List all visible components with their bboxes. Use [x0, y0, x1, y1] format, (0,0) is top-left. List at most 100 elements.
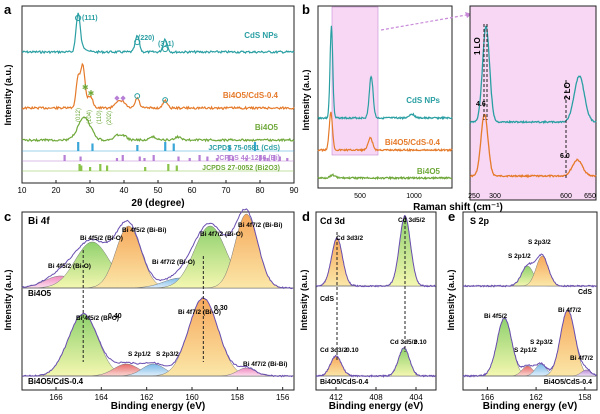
- ref-stick: [115, 158, 119, 161]
- ref-label-bi2o3: JCPDS 27-0052 (Bi2O3): [202, 165, 280, 172]
- xtick-label: 408: [369, 393, 383, 402]
- e-lbl-7: Bi 4f7/2: [570, 355, 594, 362]
- panel-e-letter: e: [448, 209, 455, 224]
- ref-stick: [138, 156, 141, 161]
- ref-stick: [198, 155, 201, 161]
- panel-b-ylabel: Intensity (a.u.): [301, 69, 311, 130]
- zoom-tick-650: 650: [584, 193, 596, 200]
- ref-stick: [63, 155, 66, 161]
- zoom-cds-curve: [469, 25, 597, 125]
- xrd-cds-curve: [21, 12, 295, 55]
- ref-stick: [175, 165, 178, 171]
- panel-a-ylabel: Intensity (a.u.): [3, 64, 13, 125]
- c-lbl-comp-2: S 2p1/2: [128, 351, 151, 358]
- raman-tick-500: 500: [354, 193, 366, 200]
- ref-stick: [78, 164, 81, 171]
- bi4f-bottom-fits: [21, 250, 294, 378]
- c-shift-040: 0.40: [108, 313, 122, 320]
- xtick-label: 412: [329, 393, 343, 402]
- xtick-label: 162: [140, 393, 154, 402]
- ref-stick: [227, 155, 230, 161]
- fit-component: [22, 213, 294, 289]
- ref-stick: [99, 164, 102, 171]
- c-lbl-bio-3: Bi 4f5/2 (Bi-Bi): [122, 227, 166, 234]
- ref-stick: [286, 158, 289, 161]
- bi4f-top-fits: [21, 208, 294, 290]
- peak-label-111: (111): [82, 15, 98, 22]
- ref-label-bi: JCPDS 44-1246 (Bi): [215, 155, 280, 162]
- ref-stick: [216, 158, 219, 161]
- s2p-fits: [462, 253, 598, 378]
- d-lbl-bot-1: Cd 3d3/2: [320, 347, 347, 354]
- ref-stick: [228, 145, 231, 151]
- panel-e-xticks: 166 162 158: [481, 387, 592, 402]
- panel-a-letter: a: [4, 2, 12, 17]
- bi-marker: ◆: [120, 95, 126, 102]
- panel-c-xlabel: Binding energy (eV): [111, 401, 205, 412]
- ref-stick: [266, 158, 269, 161]
- ref-stick: [259, 155, 262, 161]
- xtick-label: 164: [95, 393, 109, 402]
- panel-d: d Cd 3d Intensity (a.u.) Binding energy …: [299, 209, 437, 412]
- envelope: [21, 297, 294, 378]
- panel-e-ylabel: Intensity (a.u.): [446, 269, 456, 330]
- bi-label-012: (012): [76, 108, 82, 122]
- label-1lo: 1 LO: [473, 37, 482, 55]
- envelope: [462, 253, 597, 288]
- d-sample-top: CdS: [320, 296, 334, 303]
- ref-stick: [164, 142, 167, 151]
- xrd-composite-curve: [21, 62, 295, 111]
- xtick-label: 30: [86, 186, 95, 195]
- xtick-label: 156: [276, 393, 290, 402]
- ref-stick: [91, 143, 94, 151]
- panel-e-xlabel: Binding energy (eV): [483, 401, 577, 412]
- xtick-label: 166: [49, 393, 63, 402]
- raman-label-composite: Bi4O5/CdS-0.4: [385, 138, 441, 147]
- ref-stick: [106, 165, 109, 171]
- zoom-tick-600: 600: [560, 193, 572, 200]
- raman-bio-curve: [317, 173, 453, 181]
- zoom-arrow: [380, 13, 473, 31]
- panel-b-main-frame: [317, 5, 453, 189]
- xtick-label: 50: [154, 186, 163, 195]
- bi-label-202: (202): [107, 111, 113, 125]
- d-lbl-top-2: Cd 3d5/2: [398, 217, 425, 224]
- xtick-label: 10: [18, 186, 27, 195]
- ref-stick: [263, 156, 266, 161]
- cds-marker: [162, 45, 169, 53]
- xtick-label: 40: [120, 186, 129, 195]
- xtick-label: 60: [188, 186, 197, 195]
- c-lbl-bio-5: Bi 4f7/2 (Bi-O): [200, 231, 243, 238]
- envelope: [315, 346, 436, 378]
- ref-stick: [231, 156, 234, 161]
- peak-label-220: (220): [138, 35, 154, 42]
- panel-e-frame: [462, 211, 598, 391]
- bi2o3-marker: ✱: [82, 83, 89, 92]
- ref-stick: [278, 156, 281, 161]
- e-lbl-5: S 2p3/2: [530, 339, 553, 346]
- panel-a-xlabel: 2θ (degree): [131, 198, 184, 209]
- ref-stick: [77, 142, 80, 151]
- raman-tick-1000: 1000: [406, 193, 422, 200]
- ref-stick: [80, 165, 83, 171]
- fit-component: [316, 355, 436, 377]
- d-lbl-bot-2: Cd 3d5/2: [390, 339, 417, 346]
- cds-marker: [75, 14, 82, 22]
- c-lbl-bio-4: Bi 4f7/2 (Bi-O): [152, 259, 195, 266]
- peak-label-311: (311): [158, 41, 174, 48]
- d-shift-1: 0.10: [346, 347, 359, 354]
- ref-stick: [167, 164, 170, 171]
- xrd-bio-curve: [21, 116, 295, 143]
- ref-stick: [143, 158, 146, 161]
- raman-label-cds: CdS NPs: [406, 96, 440, 105]
- c-shift-030: 0.30: [214, 305, 228, 312]
- e-lbl-1: S 2p1/2: [508, 253, 531, 260]
- zoom-tick-300: 300: [489, 193, 501, 200]
- shift-6-0: 6.0: [560, 153, 570, 160]
- panel-a: a Intensity (a.u.) 2θ (degree) 10 20 30 40 5…: [3, 2, 299, 209]
- ref-stick: [188, 158, 191, 161]
- ref-stick: [152, 155, 155, 161]
- panel-c-ylabel: Intensity (a.u.): [3, 269, 13, 330]
- raman-zoom-region: [331, 6, 379, 156]
- panel-b-letter: b: [302, 2, 310, 17]
